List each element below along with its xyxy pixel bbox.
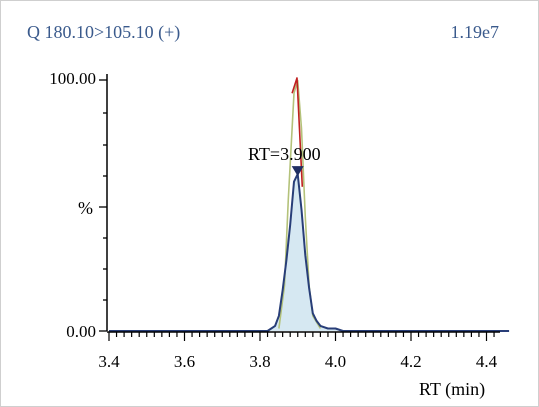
primary-trace <box>109 173 510 332</box>
axes-layer <box>106 74 500 333</box>
x-tick-label: 4.2 <box>400 352 421 371</box>
y-axis-label: % <box>78 198 93 218</box>
peak-fill-layer <box>267 174 343 331</box>
x-axis-label: RT (min) <box>419 379 485 400</box>
x-tick-label: 4.4 <box>476 352 498 371</box>
trace-layer <box>109 77 510 332</box>
x-tick-label: 3.8 <box>249 352 270 371</box>
tick-layer: 0.00 100.00 3.4 3.6 3.8 4.0 4.2 4.4 <box>49 69 497 371</box>
transition-label: Q 180.10>105.10 (+) <box>27 22 181 42</box>
overlay-trace-red <box>291 77 304 187</box>
y-tick-label: 0.00 <box>66 322 96 341</box>
x-tick-label: 3.4 <box>98 352 120 371</box>
peak-area <box>267 174 343 331</box>
x-tick-label: 4.0 <box>325 352 346 371</box>
y-tick-label: 100.00 <box>49 69 96 88</box>
peak-annotation: RT=3.900 <box>248 144 321 164</box>
x-tick-label: 3.6 <box>174 352 195 371</box>
peak-marker <box>291 166 304 177</box>
intensity-label: 1.19e7 <box>450 22 500 42</box>
